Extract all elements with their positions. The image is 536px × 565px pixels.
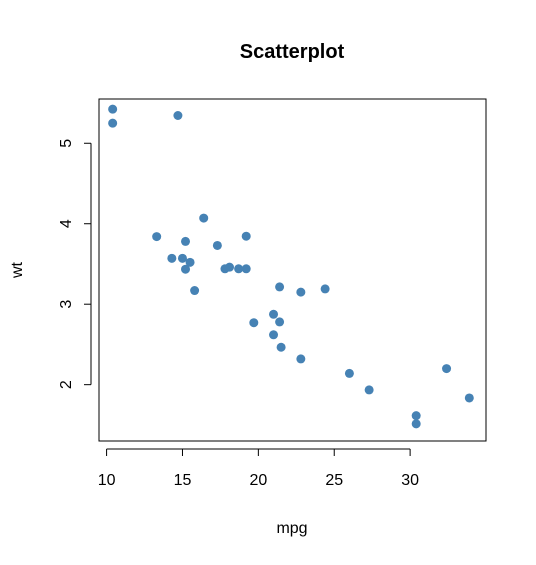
x-tick-label: 20 [249,472,267,489]
data-point [220,264,230,274]
data-point [275,282,285,292]
y-tick-label: 3 [58,300,75,309]
y-tick-label: 2 [58,380,75,389]
x-axis: 10 15 20 25 30 [98,448,419,489]
data-point [108,104,118,114]
data-point [212,240,222,250]
data-point [190,286,200,296]
data-point [276,342,286,352]
y-axis: 2 3 4 5 [58,139,92,389]
y-tick-label: 4 [58,219,75,228]
x-tick-label: 10 [98,472,116,489]
x-tick-label: 15 [174,472,192,489]
data-point [249,318,259,328]
data-point [411,419,421,429]
data-point [181,236,191,246]
data-point [296,354,306,364]
data-point [199,213,209,223]
data-point [344,368,354,378]
y-tick-label: 5 [58,139,75,148]
data-point [152,232,162,242]
x-tick-label: 25 [325,472,343,489]
data-point [241,264,251,274]
data-point [464,393,474,403]
data-point [296,287,306,297]
data-point [320,284,330,294]
data-point [269,330,279,340]
data-point [177,253,187,263]
data-point [181,264,191,274]
chart-title: Scatterplot [240,41,345,63]
y-axis-label: wt [9,261,26,279]
x-tick-label: 30 [401,472,419,489]
data-point [234,264,244,274]
x-axis-label: mpg [276,520,307,537]
data-point [275,317,285,327]
data-point [185,257,195,267]
data-point [364,385,374,395]
data-point [269,309,279,319]
plot-frame [98,98,487,442]
data-point [241,231,251,241]
data-point [108,118,118,128]
data-point [167,253,177,263]
data-points [108,104,474,429]
data-point [173,110,183,120]
data-point [442,364,452,374]
data-point [411,411,421,421]
